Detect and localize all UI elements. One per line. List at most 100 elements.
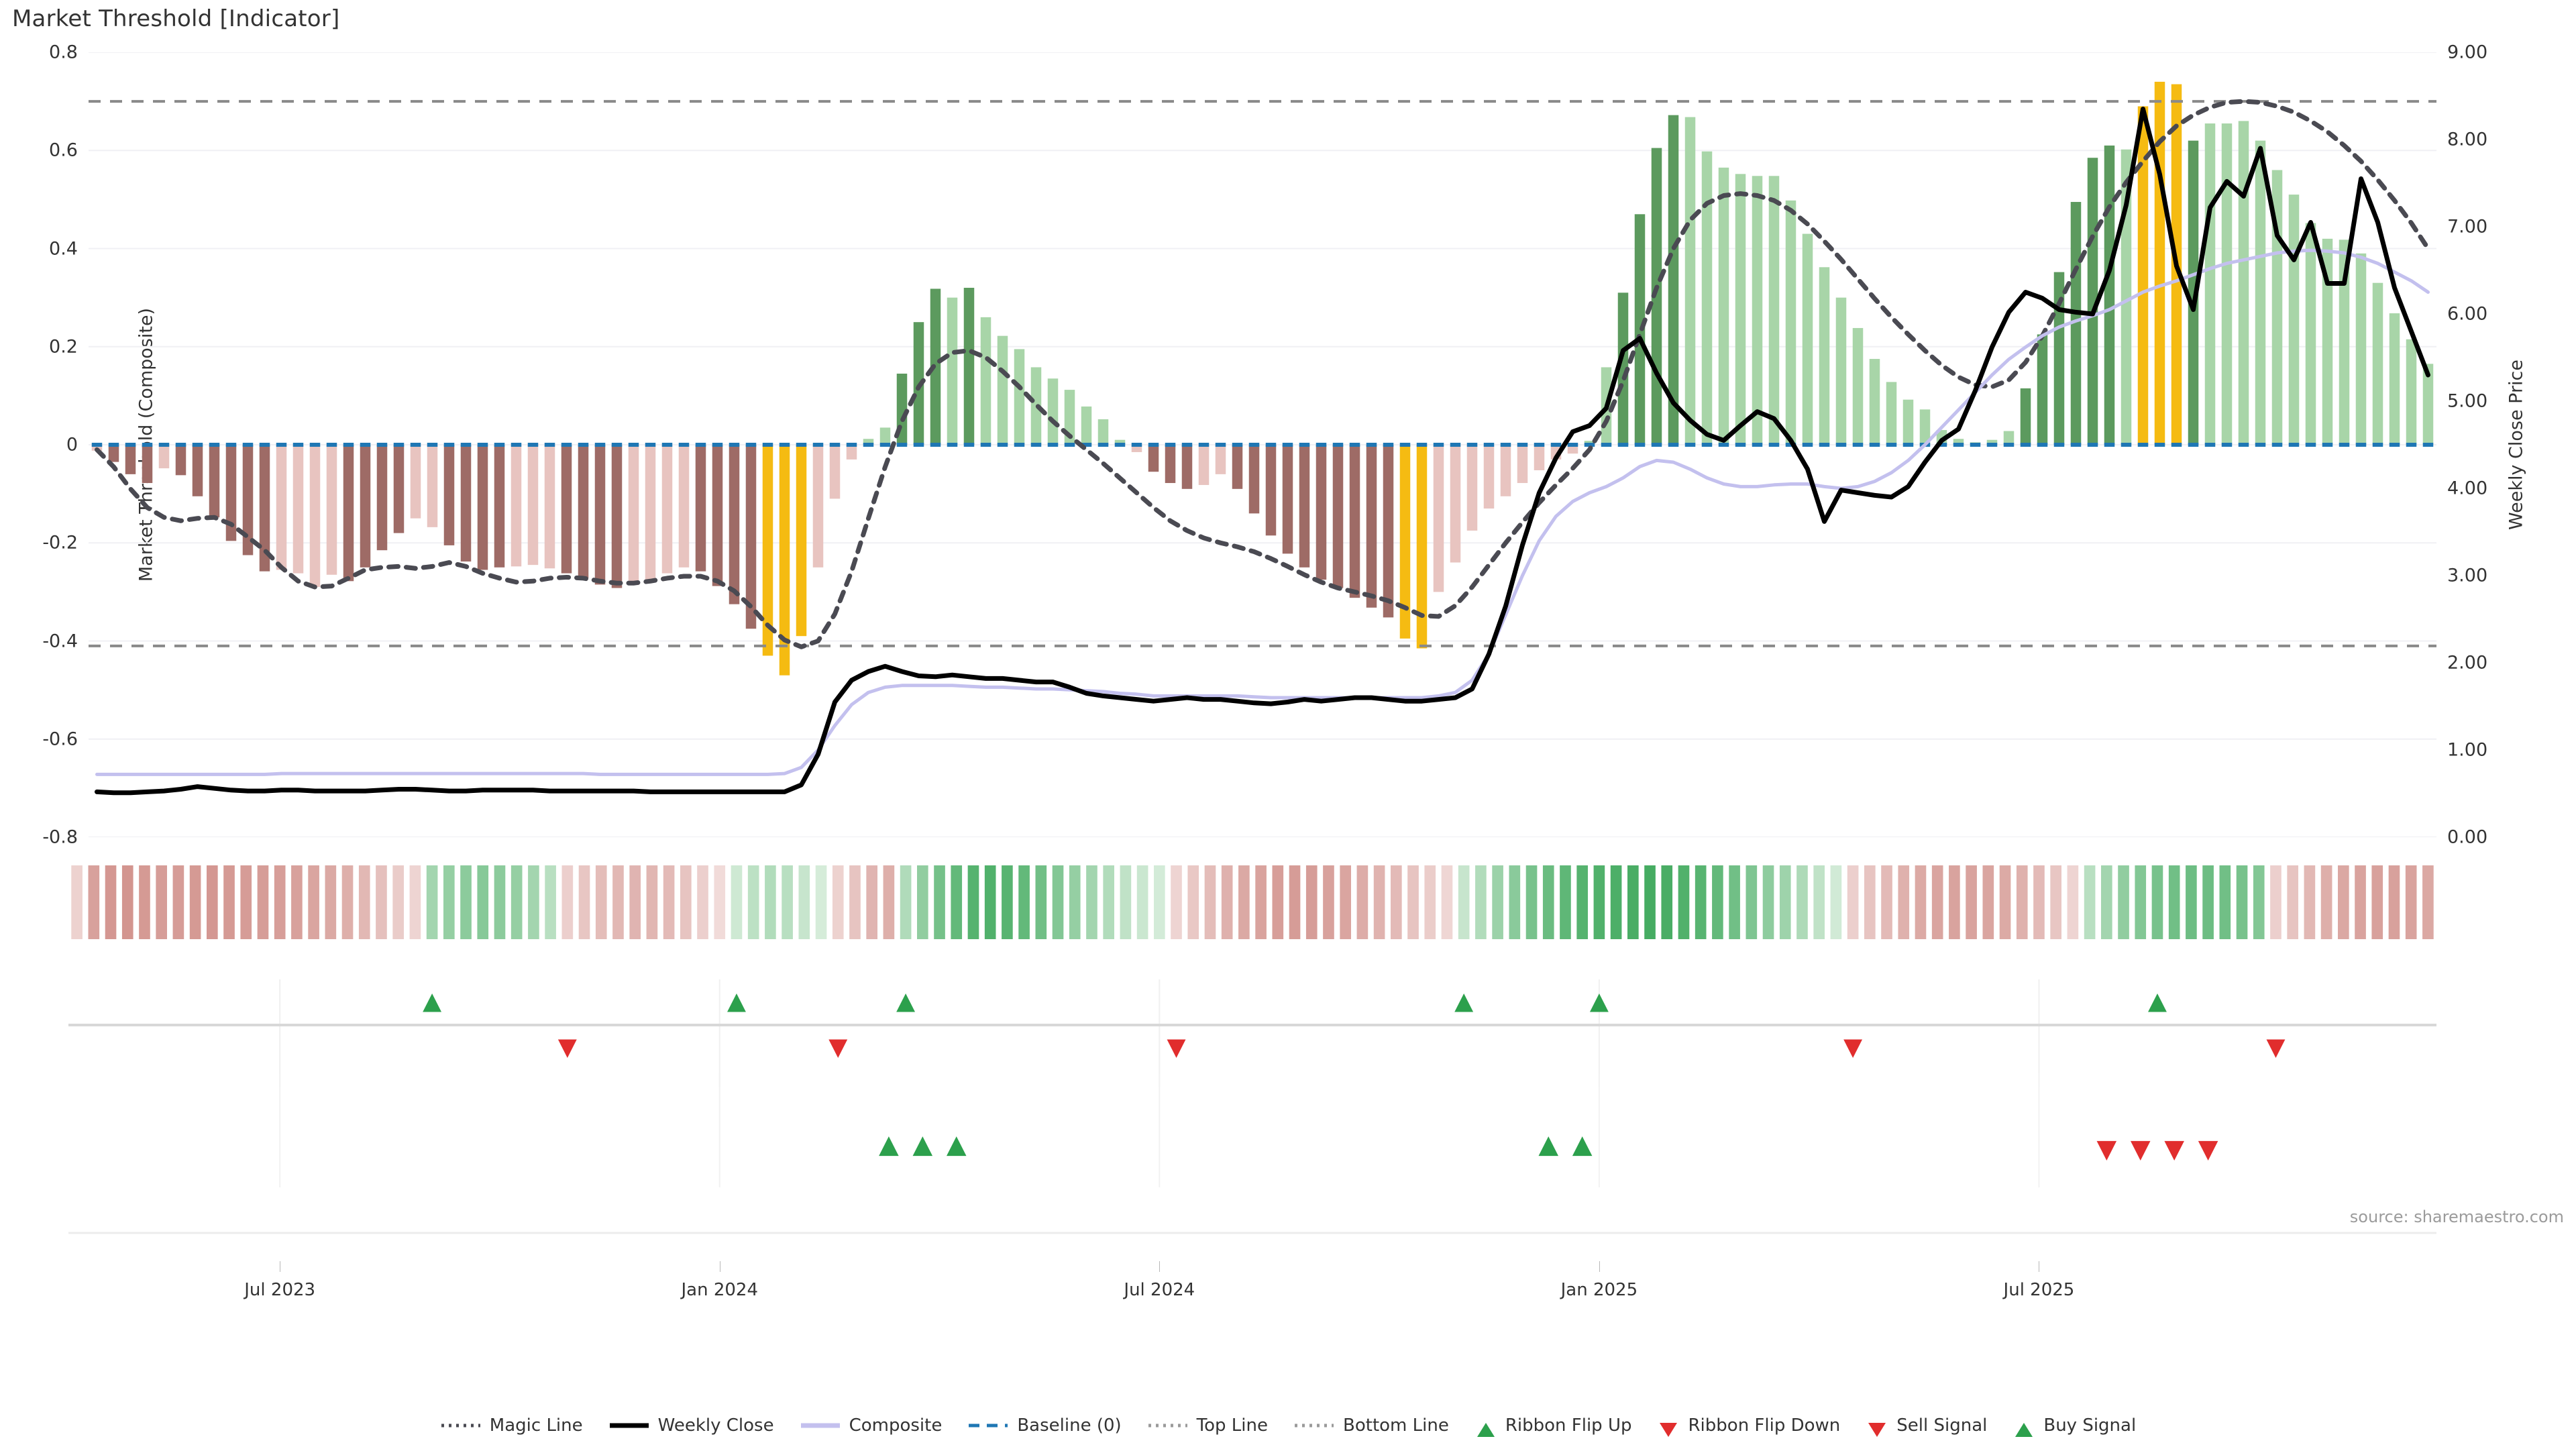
ribbon-bar (1002, 865, 1013, 939)
histogram-bar (1349, 445, 1360, 598)
legend-item[interactable]: Sell Signal (1866, 1415, 1987, 1437)
legend-item[interactable]: Ribbon Flip Down (1657, 1415, 1840, 1437)
main-chart-svg (89, 52, 2436, 837)
ribbon-bar (139, 865, 150, 939)
histogram-bar (1181, 445, 1193, 489)
ribbon-bar (2253, 865, 2265, 939)
legend-label: Weekly Close (657, 1415, 774, 1436)
ribbon-bar (782, 865, 793, 939)
y-tick-right: 6.00 (2447, 303, 2488, 325)
x-tick-label: Jul 2025 (2003, 1280, 2075, 1300)
legend-label: Buy Signal (2043, 1415, 2137, 1436)
ribbon-bar (1560, 865, 1571, 939)
histogram-bar (1953, 439, 1964, 445)
histogram-bar (2221, 123, 2233, 445)
ribbon-bar (274, 865, 286, 939)
ribbon-bar (1864, 865, 1876, 939)
histogram-bar (1919, 409, 1931, 445)
histogram-bar (796, 445, 807, 637)
histogram-bar (309, 445, 321, 588)
line-swatch-icon (800, 1419, 841, 1432)
legend-item[interactable]: Bottom Line (1293, 1415, 1449, 1436)
ribbon-bar (257, 865, 269, 939)
y-tick-left: 0.8 (49, 42, 78, 63)
ribbon-flip-up-marker (896, 994, 916, 1012)
ribbon-bar (409, 865, 421, 939)
legend-item[interactable]: Magic Line (440, 1415, 583, 1436)
ribbon-bar (291, 865, 303, 939)
histogram-bar (695, 445, 706, 572)
histogram-bar (1097, 419, 1109, 445)
legend-item[interactable]: Baseline (0) (967, 1415, 1122, 1436)
ribbon-bar (1627, 865, 1639, 939)
histogram-bar (1852, 327, 1864, 445)
histogram-bar (1701, 151, 1713, 445)
ribbon-bar (2135, 865, 2147, 939)
ribbon-bar (443, 865, 455, 939)
ribbon-bar (680, 865, 692, 939)
ribbon-flip-up-marker (1589, 994, 1609, 1012)
histogram-bar (142, 445, 153, 484)
histogram-bar (1752, 176, 1763, 445)
y-tick-left: -0.2 (42, 532, 78, 553)
ribbon-bar (832, 865, 844, 939)
ribbon-bar (528, 865, 539, 939)
histogram-bar (2255, 140, 2266, 445)
x-tick-label: Jan 2025 (1560, 1280, 1638, 1300)
ribbon-bar (1305, 865, 1318, 939)
buy-signal-marker (912, 1136, 933, 1157)
histogram-bar (829, 445, 841, 499)
ribbon-bar (1492, 865, 1503, 939)
triangle-down-icon (1657, 1419, 1680, 1437)
ribbon-bar (1391, 865, 1402, 939)
ribbon-bar (1966, 865, 1977, 939)
page-title: Market Threshold [Indicator] (12, 5, 340, 32)
ribbon-bar (172, 865, 184, 939)
ribbon-bar (1931, 865, 1943, 939)
legend-label: Composite (849, 1415, 943, 1436)
histogram-bar (1416, 445, 1428, 649)
histogram-bar (2322, 238, 2333, 445)
histogram-bar (1332, 445, 1344, 588)
histogram-bar (1316, 445, 1327, 580)
ribbon-bar (1576, 865, 1588, 939)
ribbon-bar (612, 865, 624, 939)
ribbon-bar (646, 865, 658, 939)
ribbon-bar (1644, 865, 1656, 939)
legend-item[interactable]: Weekly Close (608, 1415, 774, 1436)
ribbon-bar (2168, 865, 2180, 939)
histogram-bar (1198, 445, 1210, 485)
ribbon-bar (2405, 865, 2417, 939)
histogram-bar (209, 445, 220, 518)
ribbon-bar (71, 865, 83, 939)
ribbon-bar (1796, 865, 1808, 939)
ribbon-bar (1712, 865, 1723, 939)
histogram-bar (1014, 349, 1025, 445)
legend-item[interactable]: Composite (800, 1415, 943, 1436)
y-tick-right: 5.00 (2447, 390, 2488, 412)
ribbon-bar (1323, 865, 1334, 939)
ribbon-bar (1018, 865, 1030, 939)
x-tick-label: Jul 2024 (1124, 1280, 1195, 1300)
histogram-bar (460, 445, 472, 562)
ribbon-bar (1610, 865, 1622, 939)
ribbon-bar (2270, 865, 2282, 939)
ribbon-bar (2304, 865, 2316, 939)
histogram-bar (2238, 121, 2249, 445)
ribbon-bar (1052, 865, 1064, 939)
histogram-bar (1081, 406, 1092, 445)
source-watermark: source: sharemaestro.com (2349, 1208, 2564, 1226)
ribbon-bar (1813, 865, 1825, 939)
legend-item[interactable]: Top Line (1147, 1415, 1268, 1436)
legend-item[interactable]: Ribbon Flip Up (1474, 1415, 1632, 1437)
ribbon-bar (477, 865, 489, 939)
histogram-bar (1299, 445, 1310, 568)
ribbon-bar (1762, 865, 1774, 939)
legend-item[interactable]: Buy Signal (2012, 1415, 2137, 1437)
legend-label: Ribbon Flip Up (1505, 1415, 1632, 1436)
ribbon-bar (1136, 865, 1148, 939)
ribbon-bar (1915, 865, 1927, 939)
ribbon-bar (934, 865, 945, 939)
ribbon-bar (815, 865, 827, 939)
histogram-bar (1684, 117, 1696, 445)
